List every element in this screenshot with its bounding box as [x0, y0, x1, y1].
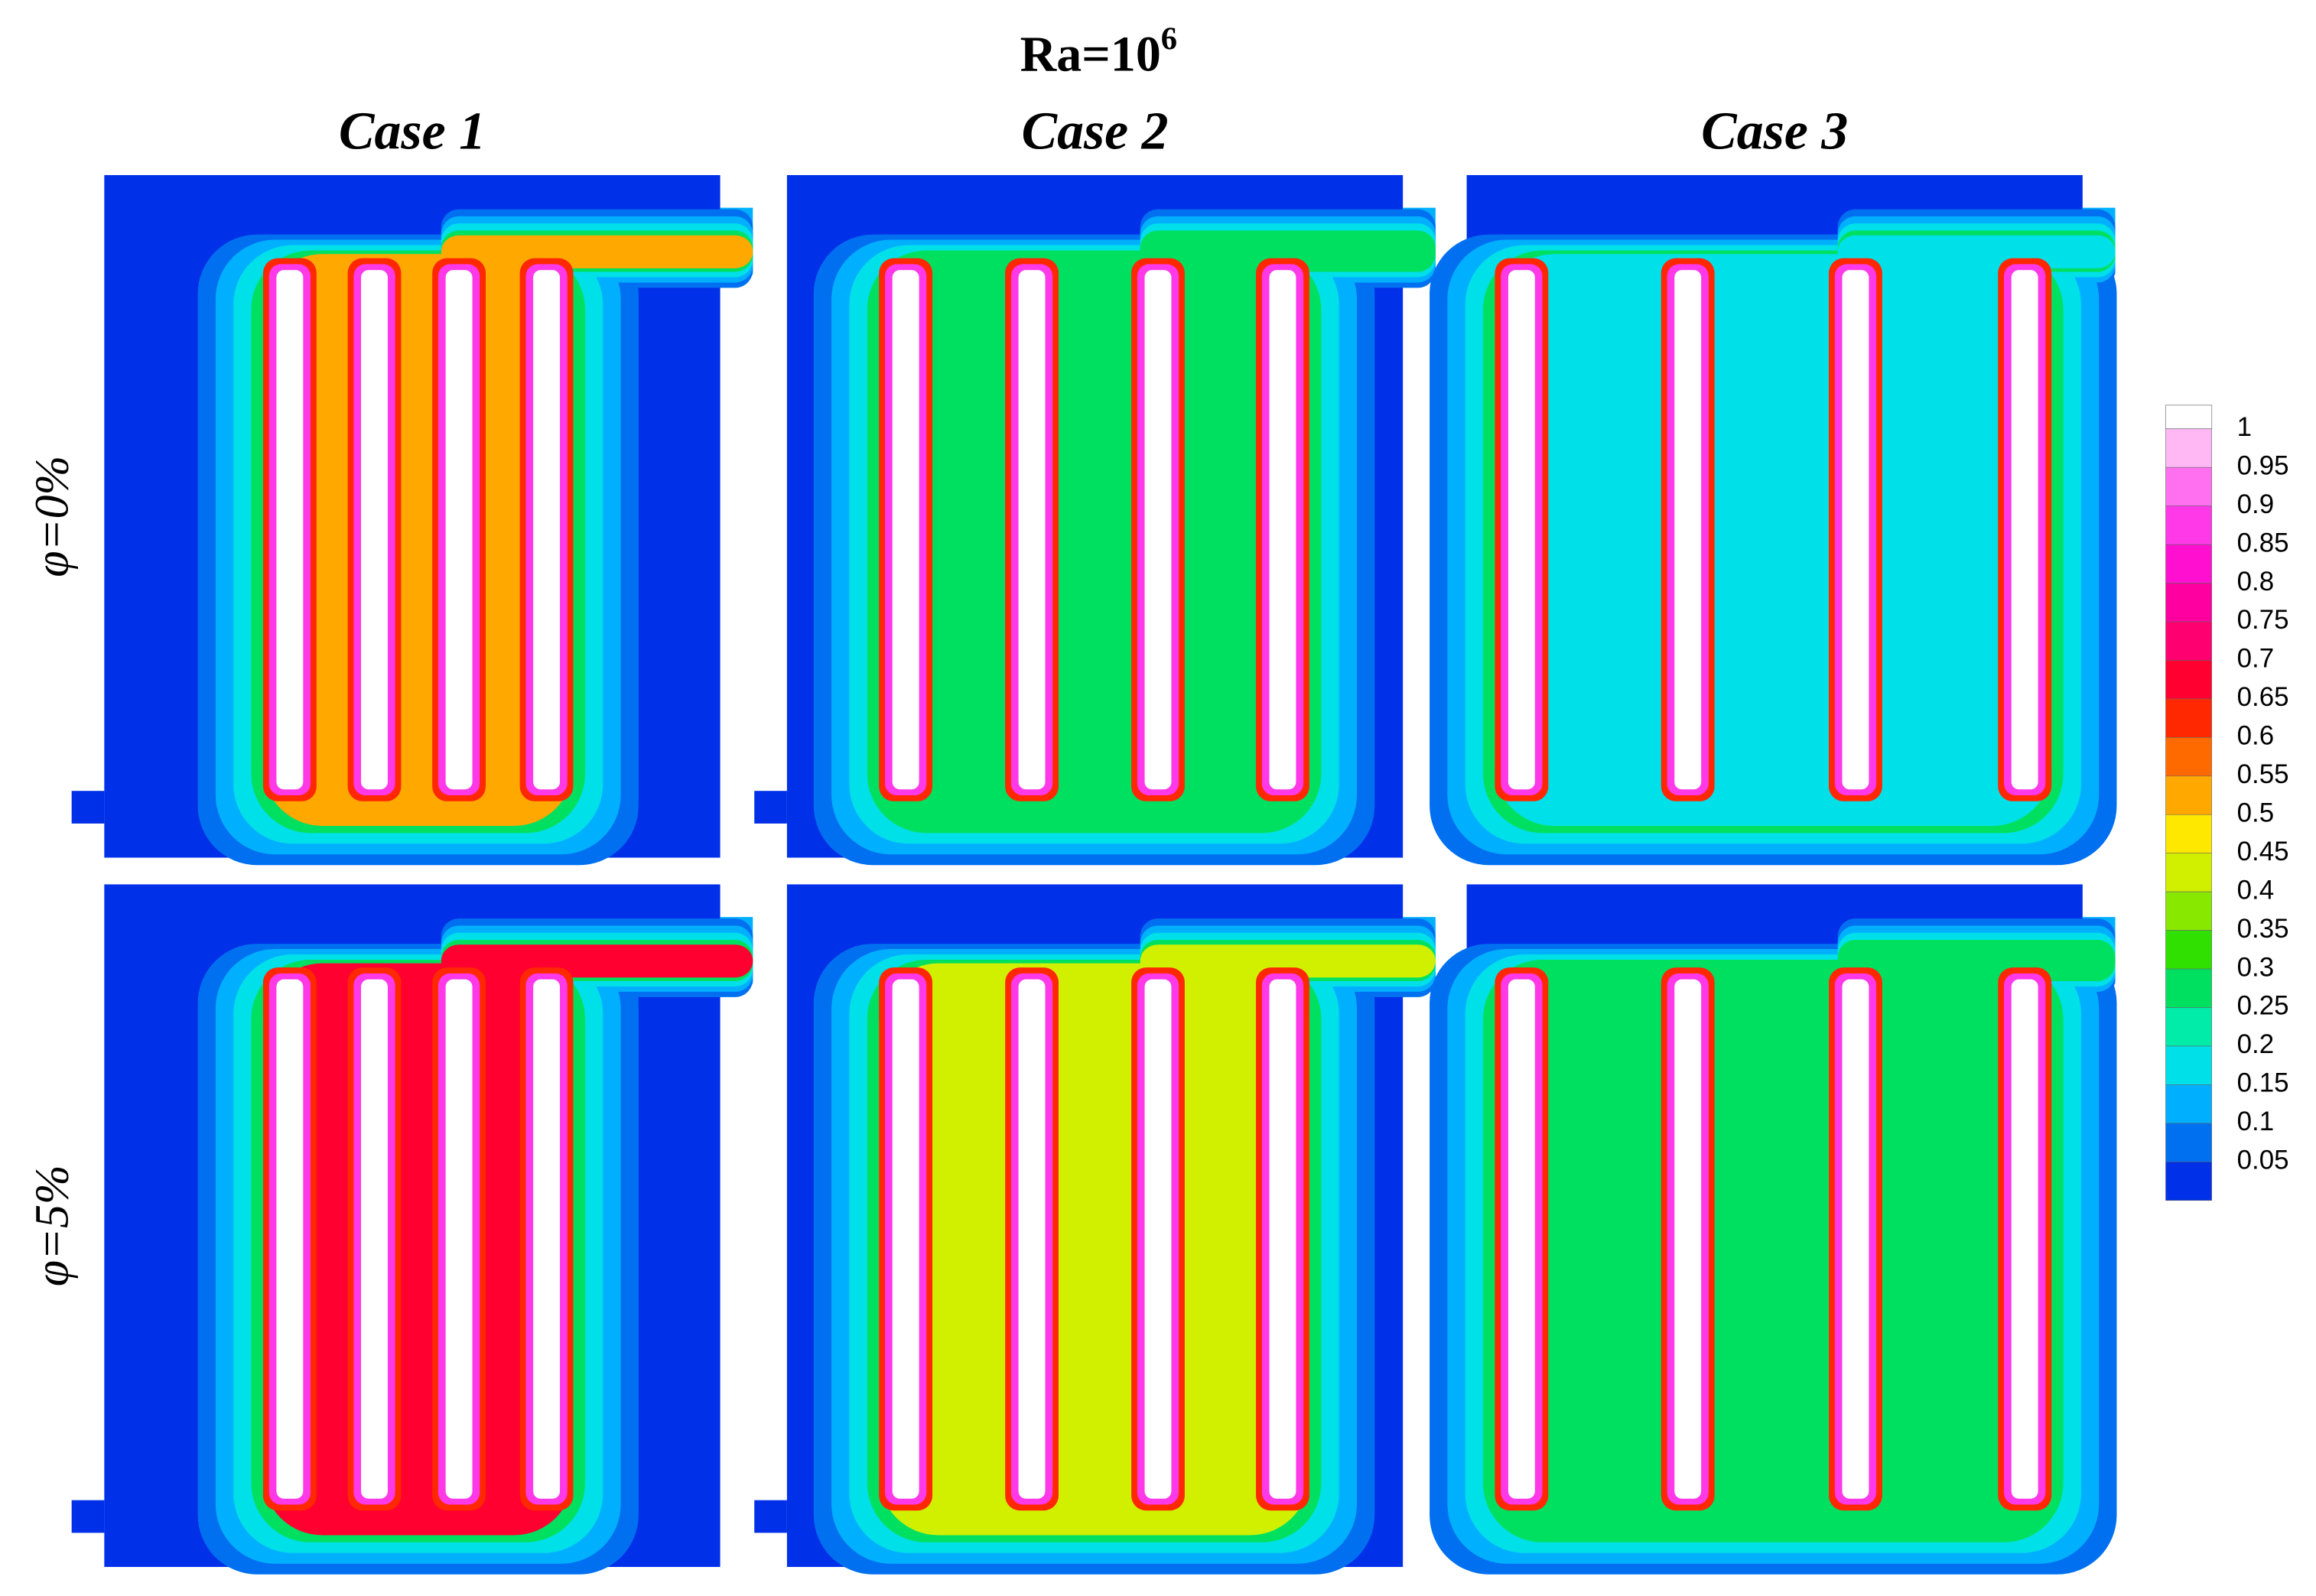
colorbar-label: 0.9 [2237, 489, 2275, 519]
heater-core [361, 979, 388, 1499]
inlet [71, 1500, 105, 1533]
row-label: φ=0% [27, 456, 79, 577]
colorbar-label: 0.15 [2237, 1068, 2289, 1098]
colorbar-cell [2165, 737, 2212, 777]
colorbar-cell [2165, 1123, 2212, 1162]
colorbar-label: 0.5 [2237, 798, 2275, 827]
plume-band [441, 944, 753, 978]
colorbar-cell [2165, 853, 2212, 892]
colorbar-cell [2165, 968, 2212, 1008]
heater-core [445, 979, 473, 1499]
heater-core [2011, 979, 2038, 1499]
heater-core [1842, 270, 1869, 790]
heater-core [1144, 979, 1172, 1499]
column-label: Case 2 [1021, 102, 1168, 161]
colorbar-label: 0.85 [2237, 528, 2289, 557]
contour-panel [754, 884, 1436, 1575]
contour-band [879, 254, 1309, 827]
colorbar-label: 0.7 [2237, 644, 2275, 674]
colorbar-cell [2165, 583, 2212, 622]
plume-band [1140, 235, 1436, 268]
contour-panel [1430, 884, 2117, 1575]
heater-core [1508, 270, 1535, 790]
heater-core [1144, 270, 1172, 790]
colorbar-cell [2165, 1084, 2212, 1124]
colorbar-cell [2165, 1007, 2212, 1047]
colorbar-cell [2165, 1162, 2212, 1201]
colorbar-cell [2165, 698, 2212, 738]
colorbar-label: 0.8 [2237, 567, 2275, 596]
colorbar-label: 0.55 [2237, 759, 2289, 789]
heater-core [533, 979, 561, 1499]
colorbar-label: 0.45 [2237, 837, 2289, 866]
plume-band [441, 235, 753, 268]
title-exponent: 6 [1161, 21, 1177, 57]
colorbar-label: 0.75 [2237, 605, 2289, 635]
plume-band [1837, 235, 2116, 268]
inlet [71, 791, 105, 824]
colorbar-label: 0.4 [2237, 875, 2275, 905]
colorbar-cell [2165, 1045, 2212, 1085]
contour-panel [71, 174, 753, 866]
heater-core [892, 270, 919, 790]
contour-panel [71, 884, 753, 1575]
row-label: φ=5% [27, 1165, 79, 1286]
column-label: Case 3 [1701, 102, 1848, 161]
column-label: Case 1 [339, 102, 486, 161]
heater-core [2011, 270, 2038, 790]
title-base: Ra=10 [1020, 27, 1161, 83]
heater-core [1508, 979, 1535, 1499]
colorbar-label: 0.35 [2237, 914, 2289, 944]
colorbar-cell [2165, 466, 2212, 506]
colorbar-label: 0.6 [2237, 721, 2275, 751]
colorbar-cell [2165, 930, 2212, 970]
colorbar-label: 0.3 [2237, 952, 2275, 982]
colorbar-cell [2165, 660, 2212, 700]
plume-band [1837, 944, 2116, 978]
colorbar-label: 0.95 [2237, 450, 2289, 480]
colorbar-cell [2165, 775, 2212, 815]
colorbar-cell [2165, 621, 2212, 661]
heater-core [1842, 979, 1869, 1499]
heater-core [1018, 270, 1046, 790]
heater-core [445, 270, 473, 790]
contour-panel [754, 174, 1436, 866]
contour-band [262, 963, 574, 1536]
colorbar-label: 1 [2237, 412, 2252, 442]
inlet [754, 791, 787, 824]
contour-band [1495, 963, 2052, 1536]
contour-panel [1430, 174, 2117, 866]
figure-title: Ra=106 [1020, 21, 1178, 83]
contour-band [1495, 254, 2052, 827]
colorbar-cell [2165, 891, 2212, 931]
colorbar-label: 0.2 [2237, 1029, 2275, 1059]
colorbar-cell [2165, 428, 2212, 468]
colorbar-cell [2165, 505, 2212, 545]
heater-core [892, 979, 919, 1499]
heater-core [533, 270, 561, 790]
plume-band [1140, 944, 1436, 978]
heater-core [276, 270, 304, 790]
contour-band [262, 254, 574, 827]
colorbar-label: 0.25 [2237, 991, 2289, 1021]
colorbar-cell [2165, 814, 2212, 853]
heater-core [1018, 979, 1046, 1499]
contour-band [879, 963, 1309, 1536]
inlet [754, 1500, 787, 1533]
heater-core [1269, 270, 1296, 790]
heater-core [1674, 979, 1702, 1499]
colorbar-cell [2165, 544, 2212, 583]
heater-core [1674, 270, 1702, 790]
heater-core [361, 270, 388, 790]
colorbar-label: 0.65 [2237, 682, 2289, 712]
heater-core [1269, 979, 1296, 1499]
colorbar-label: 0.05 [2237, 1146, 2289, 1175]
colorbar-top [2165, 405, 2213, 430]
colorbar-label: 0.1 [2237, 1107, 2275, 1136]
heater-core [276, 979, 304, 1499]
